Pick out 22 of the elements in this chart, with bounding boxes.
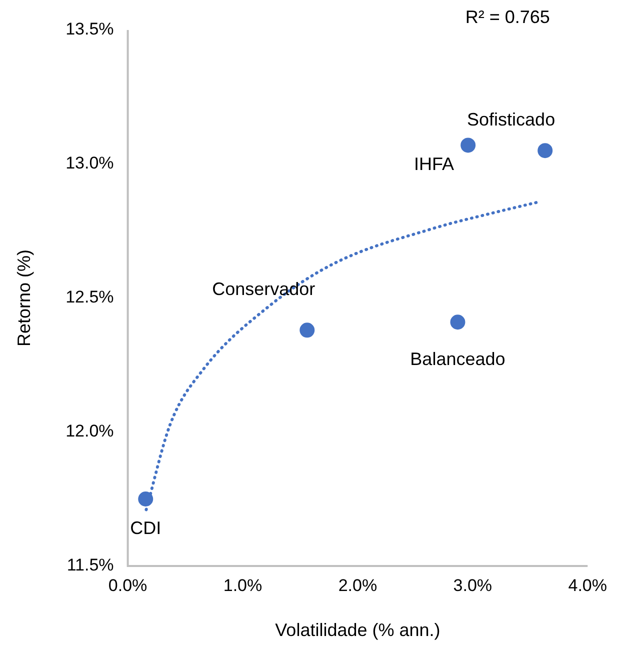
point <box>300 322 315 338</box>
x-tick-label: 0.0% <box>108 576 148 595</box>
y-tick-label: 13.0% <box>66 154 114 173</box>
point <box>460 138 476 153</box>
annotation: Balanceado <box>410 349 506 370</box>
y-tick-label: 13.5% <box>66 20 114 39</box>
x-axis-title: Volatilidade (% ann.) <box>275 620 440 640</box>
y-tick-label: 11.5% <box>66 556 114 575</box>
y-tick-label: 12.0% <box>66 422 114 441</box>
annotation: Sofisticado <box>467 110 556 130</box>
x-tick-label: 1.0% <box>223 576 262 595</box>
annotation: CDI <box>130 518 162 538</box>
x-tick-label: 2.0% <box>338 576 378 595</box>
point <box>538 143 553 158</box>
y-tick-label: 12.5% <box>66 288 114 307</box>
point <box>138 492 154 506</box>
y-axis-title: Retorno (%) <box>14 249 34 347</box>
text: R² = 0.765 <box>465 6 550 27</box>
x-tick-label: 4.0% <box>568 576 607 595</box>
annotation: IHFA <box>414 154 454 174</box>
point <box>450 314 466 330</box>
x-tick-label: 3.0% <box>453 576 492 595</box>
